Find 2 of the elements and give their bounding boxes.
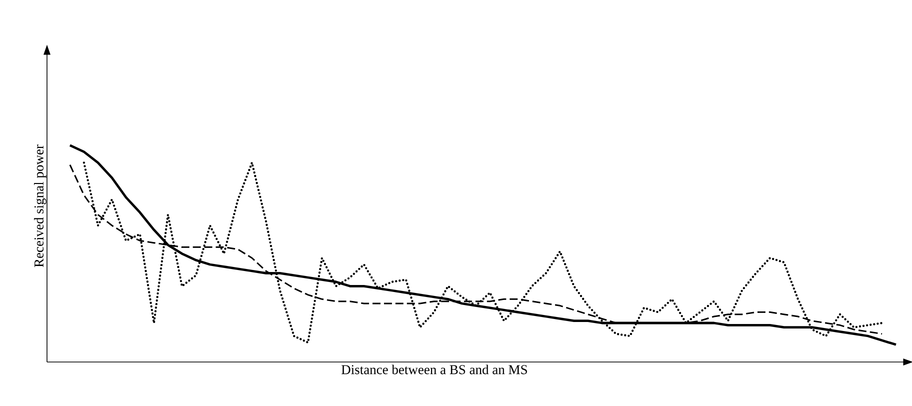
- x-axis-title: Distance between a BS and an MS: [341, 364, 527, 374]
- y-axis-title: Received signal power: [34, 144, 46, 268]
